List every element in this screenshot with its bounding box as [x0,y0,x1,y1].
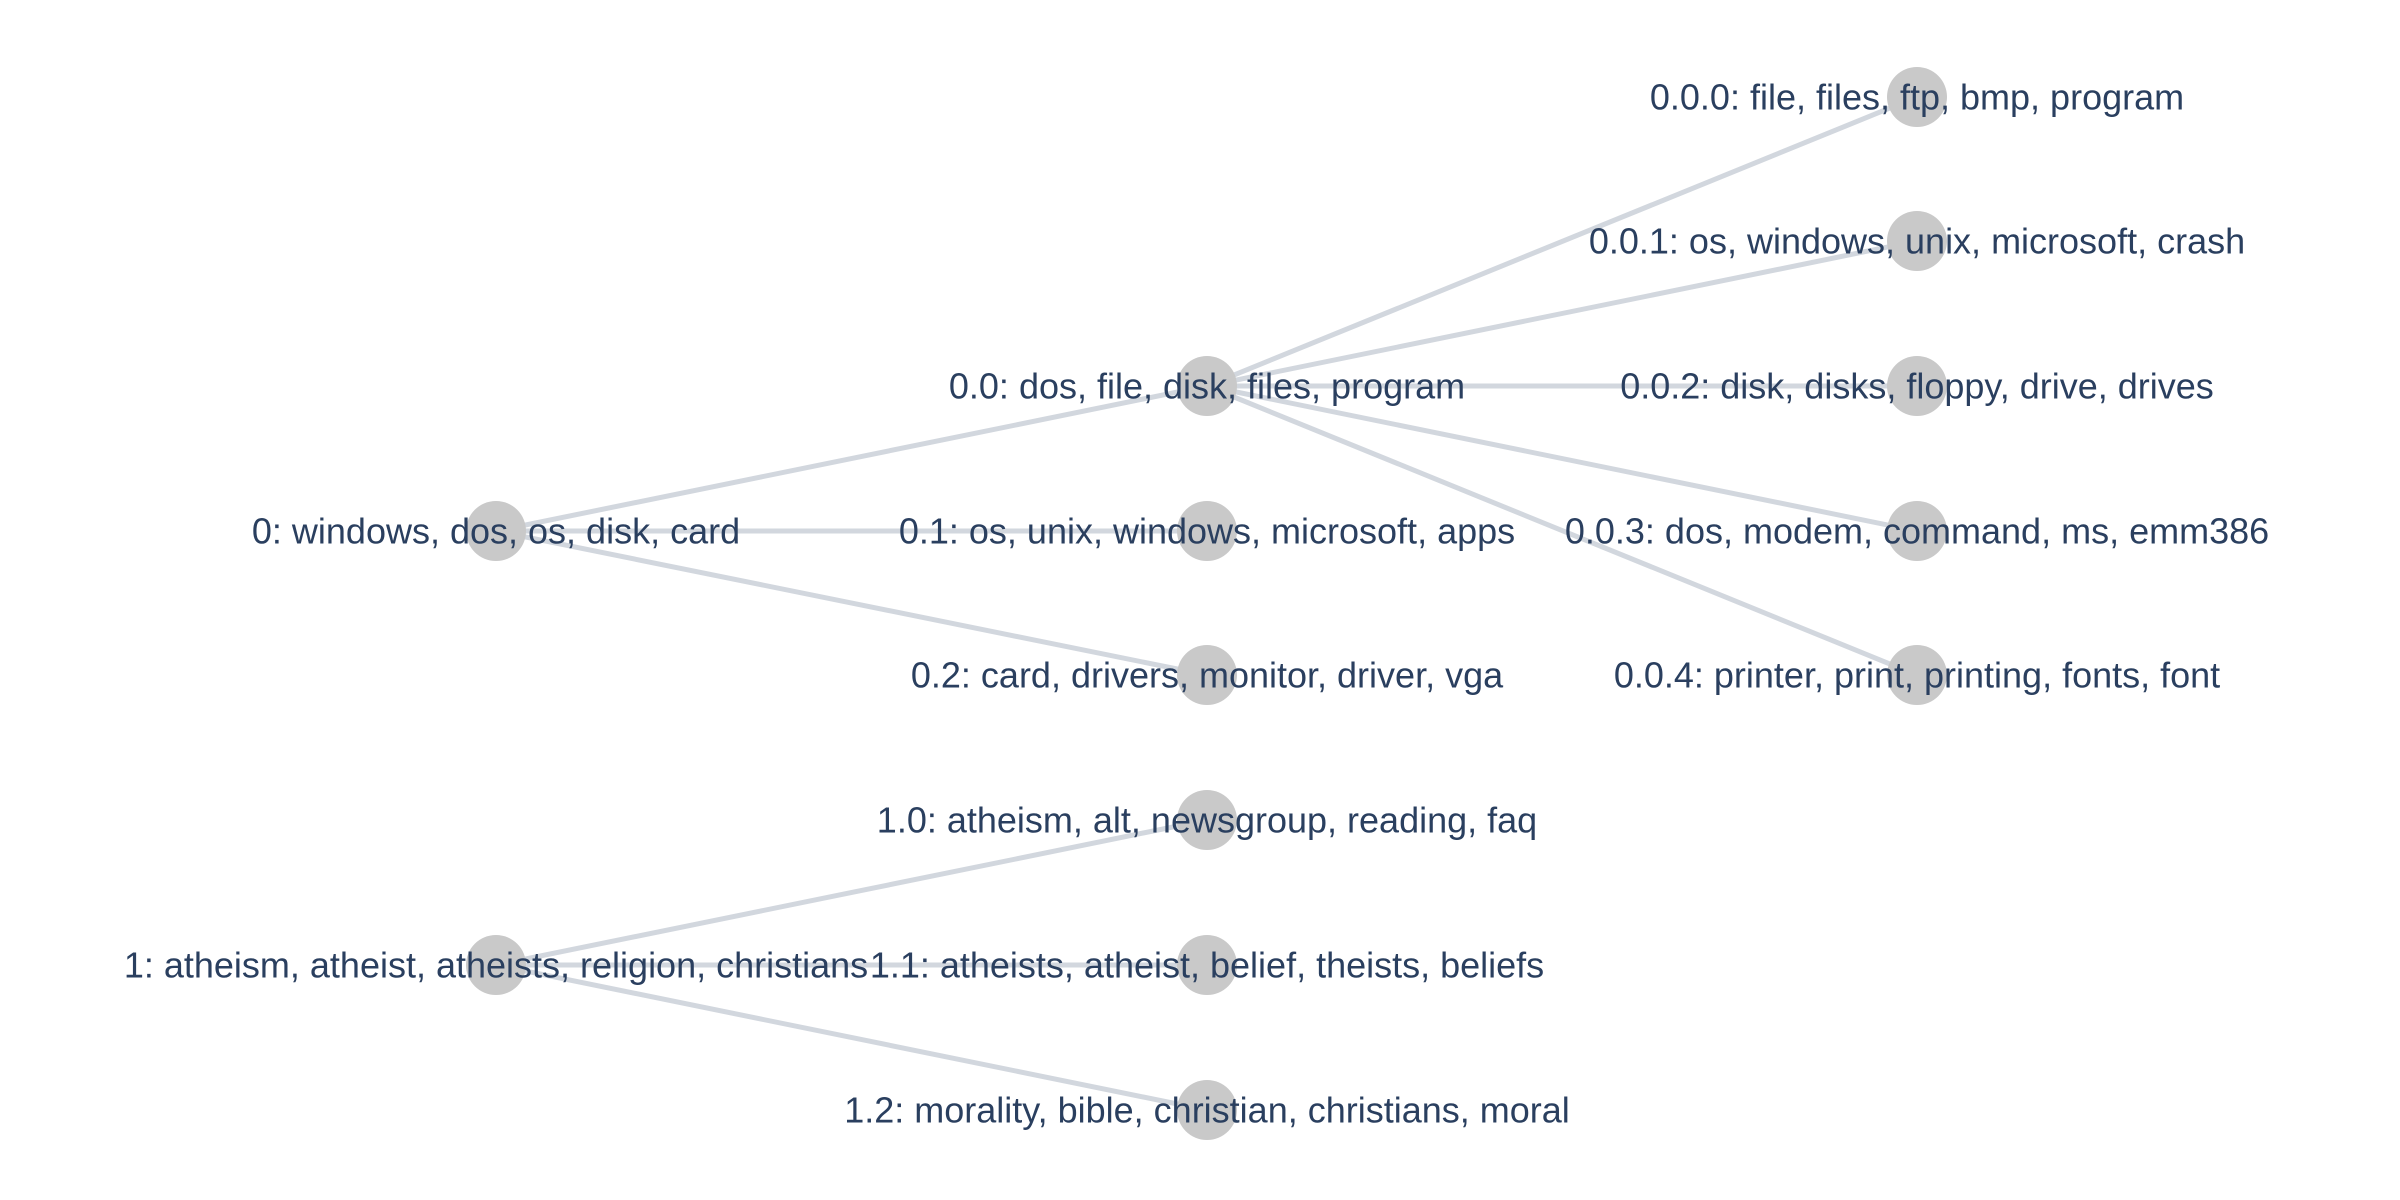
edge-0-to-0.0 [493,383,1210,534]
edge-1-to-1.0 [493,817,1210,968]
node-marker [1177,790,1237,850]
edge-0.0-to-0.0.0 [1204,94,1920,389]
tree-node-0.0: 0.0: dos, file, disk, files, program [949,356,1465,416]
node-label: 0.0.1: os, windows, unix, microsoft, cra… [1589,221,2245,262]
node-label: 1.0: atheism, alt, newsgroup, reading, f… [877,800,1537,841]
node-label: 0.0: dos, file, disk, files, program [949,366,1465,407]
node-label: 0.0.4: printer, print, printing, fonts, … [1614,655,2220,696]
tree-node-1.1: 1.1: atheists, atheist, belief, theists,… [870,935,1544,995]
edge-0.0-to-0.0.3 [1204,383,1920,534]
node-label: 0.1: os, unix, windows, microsoft, apps [899,511,1515,552]
tree-node-0: 0: windows, dos, os, disk, card [252,501,740,561]
node-marker [1887,211,1947,271]
node-label: 0.0.3: dos, modem, command, ms, emm386 [1565,511,2269,552]
tree-node-0.2: 0.2: card, drivers, monitor, driver, vga [911,645,1504,705]
node-marker [1177,1080,1237,1140]
tree-node-1.0: 1.0: atheism, alt, newsgroup, reading, f… [877,790,1537,850]
edges-layer [493,94,1920,1113]
tree-node-0.0.1: 0.0.1: os, windows, unix, microsoft, cra… [1589,211,2245,271]
node-label: 1.2: morality, bible, christian, christi… [844,1090,1570,1131]
tree-node-0.0.2: 0.0.2: disk, disks, floppy, drive, drive… [1620,356,2214,416]
node-marker [1177,935,1237,995]
tree-node-0.1: 0.1: os, unix, windows, microsoft, apps [899,501,1515,561]
node-marker [1177,501,1237,561]
tree-node-1.2: 1.2: morality, bible, christian, christi… [844,1080,1570,1140]
tree-node-1: 1: atheism, atheist, atheists, religion,… [124,935,868,995]
node-marker [1887,67,1947,127]
node-label: 0.0.0: file, files, ftp, bmp, program [1650,77,2184,118]
node-label: 0.2: card, drivers, monitor, driver, vga [911,655,1504,696]
edge-0.0-to-0.0.4 [1204,383,1920,678]
tree-node-0.0.0: 0.0.0: file, files, ftp, bmp, program [1650,67,2184,127]
node-marker [466,935,526,995]
node-marker [1887,501,1947,561]
node-marker [1887,356,1947,416]
edge-0.0-to-0.0.1 [1204,238,1920,389]
node-marker [1177,645,1237,705]
node-label: 0: windows, dos, os, disk, card [252,511,740,552]
node-marker [1177,356,1237,416]
edge-0-to-0.2 [493,528,1210,678]
node-marker [1887,645,1947,705]
tree-node-0.0.3: 0.0.3: dos, modem, command, ms, emm386 [1565,501,2269,561]
nodes-layer: 0: windows, dos, os, disk, card 0.0: dos,… [124,67,2269,1140]
node-label: 0.0.2: disk, disks, floppy, drive, drive… [1620,366,2214,407]
tree-node-0.0.4: 0.0.4: printer, print, printing, fonts, … [1614,645,2220,705]
node-label: 1.1: atheists, atheist, belief, theists,… [870,945,1544,986]
edge-1-to-1.2 [493,962,1210,1113]
node-label: 1: atheism, atheist, atheists, religion,… [124,945,868,986]
node-marker [466,501,526,561]
